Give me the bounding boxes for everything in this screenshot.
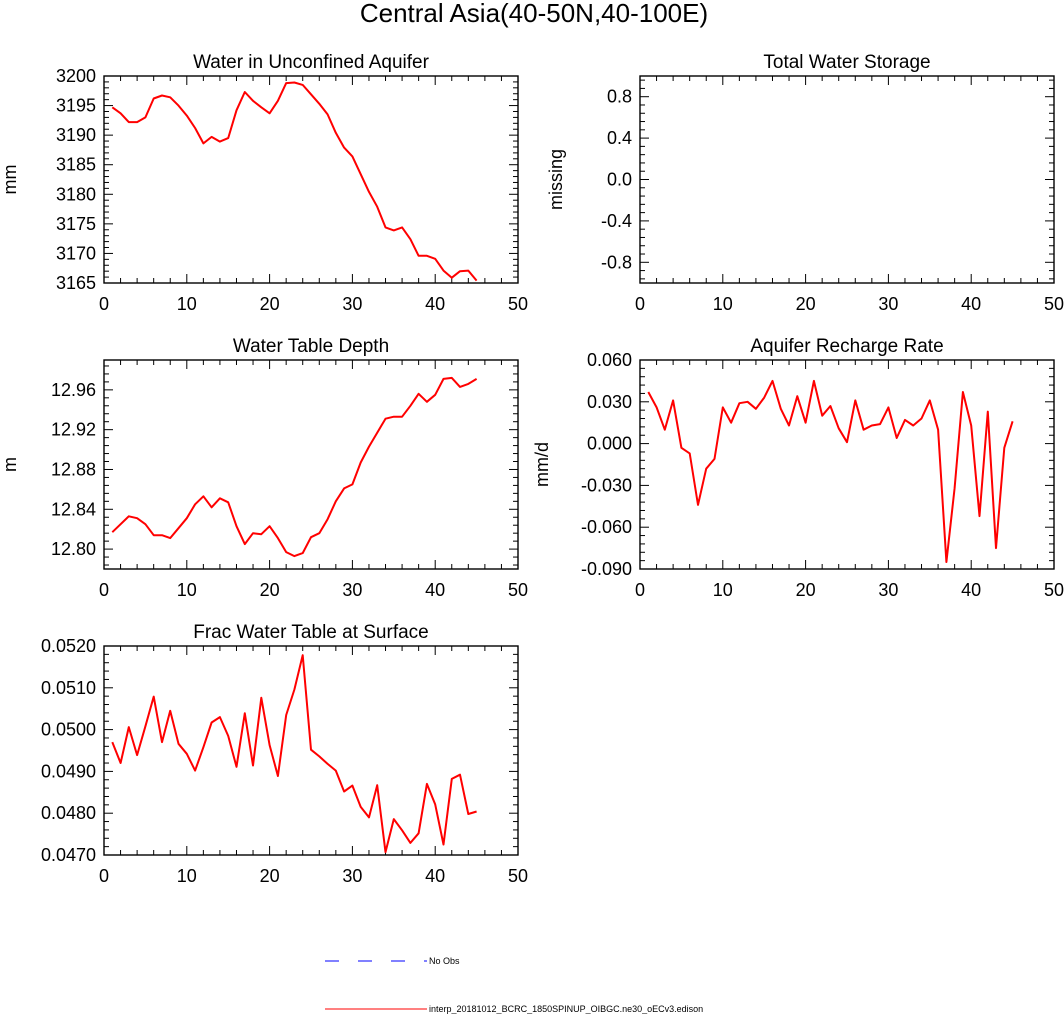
x-tick-label: 10 <box>713 580 733 600</box>
y-tick-label: 3170 <box>56 243 96 263</box>
y-tick-label: 12.88 <box>51 459 96 479</box>
x-tick-label: 0 <box>635 294 645 314</box>
chart-panel: Water in Unconfined Aquifer 0 10 20 30 40 50 31… <box>0 52 528 314</box>
y-tick-label: 0.8 <box>607 87 632 107</box>
plot-frame <box>639 75 1055 284</box>
x-tick-label: 20 <box>260 866 280 886</box>
y-tick-label: 0.4 <box>607 128 632 148</box>
x-tick-label: 40 <box>425 580 445 600</box>
plot-frame <box>103 645 519 856</box>
x-tick-label: 20 <box>260 580 280 600</box>
x-tick-label: 40 <box>961 580 981 600</box>
y-tick-label: 12.96 <box>51 380 96 400</box>
panel-title: Frac Water Table at Surface <box>193 622 429 643</box>
x-tick-label: 50 <box>508 866 528 886</box>
y-tick-label: 3180 <box>56 184 96 204</box>
y-tick-label: 0.0490 <box>41 761 96 781</box>
figure-title: Central Asia(40-50N,40-100E) <box>360 0 708 28</box>
chart-panel: Frac Water Table at Surface 0 10 20 30 40 50 0.… <box>41 622 528 886</box>
y-tick-label: 0.000 <box>587 434 632 454</box>
y-tick-label: 0.0520 <box>41 636 96 656</box>
y-tick-label: 3175 <box>56 214 96 234</box>
x-tick-label: 40 <box>425 294 445 314</box>
x-tick-label: 0 <box>99 294 109 314</box>
x-tick-label: 50 <box>508 294 528 314</box>
x-tick-label: 20 <box>796 294 816 314</box>
y-tick-label: 12.80 <box>51 539 96 559</box>
x-tick-label: 40 <box>425 866 445 886</box>
x-tick-label: 30 <box>342 866 362 886</box>
series-line <box>647 379 1014 563</box>
y-tick-label: 3195 <box>56 96 96 116</box>
x-tick-label: 0 <box>99 580 109 600</box>
series-line <box>111 81 478 282</box>
y-tick-label: 3165 <box>56 273 96 293</box>
legend: No Obs interp_20181012_BCRC_1850SPINUP_OI… <box>325 956 703 1014</box>
panel-title: Water in Unconfined Aquifer <box>193 52 430 73</box>
y-tick-label: -0.060 <box>581 517 632 537</box>
y-tick-label: 3200 <box>56 66 96 86</box>
chart-panel: Water Table Depth 0 10 20 30 40 50 12.80 12.84 12… <box>0 336 528 600</box>
y-axis-label: missing <box>546 149 566 210</box>
x-tick-label: 10 <box>713 294 733 314</box>
y-axis-label: mm <box>0 165 20 195</box>
y-tick-label: 12.84 <box>51 499 96 519</box>
plot-frame <box>639 359 1055 570</box>
x-tick-label: 0 <box>635 580 645 600</box>
y-tick-label: 0.0510 <box>41 678 96 698</box>
y-axis-label: m <box>0 457 20 472</box>
y-tick-label: -0.090 <box>581 559 632 579</box>
y-tick-label: 0.0470 <box>41 845 96 865</box>
x-tick-label: 30 <box>342 294 362 314</box>
chart-panels: Water in Unconfined Aquifer 0 10 20 30 40 50 31… <box>0 52 1064 886</box>
x-tick-label: 10 <box>177 294 197 314</box>
plot-frame <box>103 75 519 284</box>
y-tick-label: 0.060 <box>587 350 632 370</box>
panel-title: Total Water Storage <box>763 52 930 73</box>
panel-title: Water Table Depth <box>233 336 389 357</box>
y-tick-label: 0.030 <box>587 392 632 412</box>
y-tick-label: 3190 <box>56 125 96 145</box>
legend-label: No Obs <box>429 956 460 966</box>
y-tick-label: -0.8 <box>601 252 632 272</box>
y-tick-label: -0.4 <box>601 211 632 231</box>
x-tick-label: 50 <box>508 580 528 600</box>
plot-frame <box>103 359 519 570</box>
chart-panel: Aquifer Recharge Rate 0 10 20 30 40 50 -0.090 -0… <box>532 336 1064 600</box>
panel-title: Aquifer Recharge Rate <box>750 336 943 357</box>
y-tick-label: 3185 <box>56 155 96 175</box>
y-axis-label: mm/d <box>532 442 552 487</box>
x-tick-label: 20 <box>796 580 816 600</box>
x-tick-label: 10 <box>177 580 197 600</box>
series-line <box>111 376 478 558</box>
chart-panel: Total Water Storage 0 10 20 30 40 50 -0.8 -0.4 0.… <box>546 52 1064 314</box>
series-line <box>111 654 477 854</box>
x-tick-label: 0 <box>99 866 109 886</box>
x-tick-label: 20 <box>260 294 280 314</box>
x-tick-label: 30 <box>878 580 898 600</box>
y-tick-label: 0.0 <box>607 170 632 190</box>
y-tick-label: 12.92 <box>51 420 96 440</box>
x-tick-label: 50 <box>1044 294 1064 314</box>
x-tick-label: 30 <box>878 294 898 314</box>
x-tick-label: 50 <box>1044 580 1064 600</box>
x-tick-label: 10 <box>177 866 197 886</box>
x-tick-label: 30 <box>342 580 362 600</box>
y-tick-label: -0.030 <box>581 475 632 495</box>
y-tick-label: 0.0500 <box>41 720 96 740</box>
legend-label: interp_20181012_BCRC_1850SPINUP_OIBGC.ne… <box>429 1004 703 1014</box>
x-tick-label: 40 <box>961 294 981 314</box>
y-tick-label: 0.0480 <box>41 803 96 823</box>
